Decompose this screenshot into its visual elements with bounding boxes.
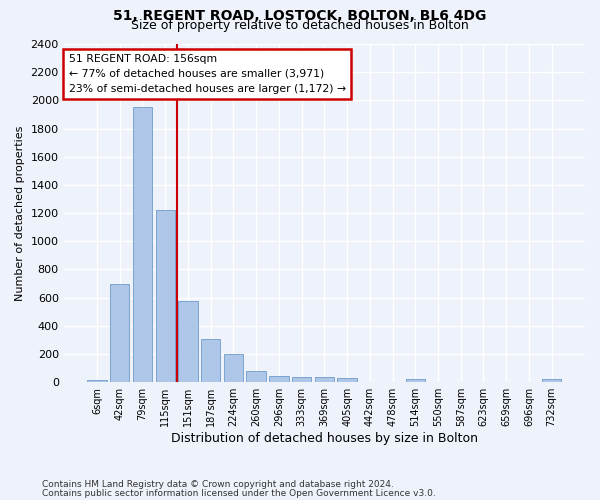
Text: 51, REGENT ROAD, LOSTOCK, BOLTON, BL6 4DG: 51, REGENT ROAD, LOSTOCK, BOLTON, BL6 4D… [113,9,487,23]
Bar [292,378,311,382]
Bar [178,301,197,382]
Text: Contains HM Land Registry data © Crown copyright and database right 2024.: Contains HM Land Registry data © Crown c… [42,480,394,489]
Bar [269,376,289,382]
X-axis label: Distribution of detached houses by size in Bolton: Distribution of detached houses by size … [171,432,478,445]
Bar [247,371,266,382]
Bar [133,108,152,382]
Bar [155,210,175,382]
Bar [542,380,562,382]
Y-axis label: Number of detached properties: Number of detached properties [15,126,25,301]
Text: Size of property relative to detached houses in Bolton: Size of property relative to detached ho… [131,19,469,32]
Bar [224,354,243,382]
Bar [337,378,357,382]
Bar [88,380,107,382]
Bar [110,284,130,382]
Bar [406,378,425,382]
Text: 51 REGENT ROAD: 156sqm
← 77% of detached houses are smaller (3,971)
23% of semi-: 51 REGENT ROAD: 156sqm ← 77% of detached… [69,54,346,94]
Bar [201,339,220,382]
Bar [314,378,334,382]
Text: Contains public sector information licensed under the Open Government Licence v3: Contains public sector information licen… [42,488,436,498]
